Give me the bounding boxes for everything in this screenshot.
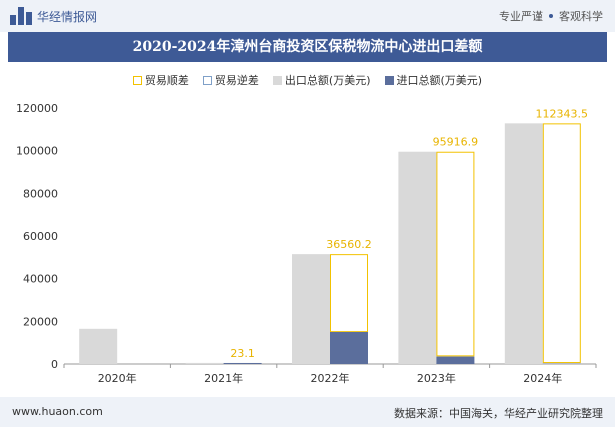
bar-surplus: [542, 123, 581, 364]
footer-website[interactable]: www.huaon.com: [12, 405, 103, 418]
bullet-icon: [549, 14, 553, 18]
legend-item-export[interactable]: 出口总额(万美元): [272, 72, 371, 88]
legend-label-import: 进口总额(万美元): [396, 74, 483, 87]
brand-logo[interactable]: 华经情报网: [10, 6, 97, 26]
legend-swatch-import: [384, 75, 394, 85]
bar-surplus: [436, 151, 475, 357]
top-banner: 华经情报网 专业严谨 客观科学: [0, 0, 615, 32]
bar-export: [398, 151, 437, 364]
legend-item-deficit[interactable]: 贸易逆差: [202, 72, 259, 88]
bar-export: [292, 254, 330, 364]
y-tick-label: 60000: [23, 230, 58, 243]
footer-source: 数据来源：中国海关，华经产业研究院整理: [394, 407, 603, 420]
legend-item-import[interactable]: 进口总额(万美元): [384, 72, 483, 88]
legend-swatch-surplus: [132, 75, 142, 85]
legend-item-surplus[interactable]: 贸易顺差: [132, 72, 189, 88]
bar-export: [504, 123, 543, 364]
tagline-2: 客观科学: [559, 10, 603, 23]
logo-icon: [10, 7, 32, 25]
data-label: 36560.2: [326, 238, 372, 251]
legend-swatch-deficit: [202, 75, 212, 85]
chart-title: 2020-2024年漳州台商投资区保税物流中心进出口差额: [8, 32, 607, 62]
chart-legend: 贸易顺差 贸易逆差 出口总额(万美元) 进口总额(万美元): [0, 72, 615, 88]
x-tick-label: 2023年: [417, 371, 456, 385]
brand-name: 华经情报网: [37, 9, 98, 24]
bar-import: [330, 332, 368, 364]
legend-label-export: 出口总额(万美元): [284, 74, 371, 87]
y-tick-label: 20000: [23, 315, 58, 328]
bar-import: [436, 356, 475, 364]
data-label: 23.1: [230, 347, 255, 360]
legend-label-deficit: 贸易逆差: [214, 74, 259, 87]
tagline-1: 专业严谨: [499, 10, 543, 23]
data-label: 112343.5: [536, 107, 589, 120]
y-tick-label: 100000: [16, 145, 58, 158]
bar-export: [185, 362, 224, 364]
x-tick-label: 2021年: [204, 371, 243, 385]
footer-bar: www.huaon.com 数据来源：中国海关，华经产业研究院整理: [0, 397, 615, 427]
y-tick-label: 40000: [23, 273, 58, 286]
y-tick-label: 120000: [16, 102, 58, 115]
bar-import: [223, 362, 262, 364]
y-tick-label: 80000: [23, 187, 58, 200]
x-tick-label: 2020年: [98, 371, 137, 385]
data-label: 95916.9: [433, 136, 479, 149]
bar-surplus: [330, 254, 368, 333]
bar-export: [79, 328, 118, 364]
tagline: 专业严谨 客观科学: [499, 8, 603, 24]
legend-label-surplus: 贸易顺差: [144, 74, 189, 87]
x-tick-label: 2022年: [311, 371, 350, 385]
legend-swatch-export: [272, 75, 282, 85]
x-tick-label: 2024年: [523, 371, 562, 385]
y-tick-label: 0: [51, 358, 58, 371]
